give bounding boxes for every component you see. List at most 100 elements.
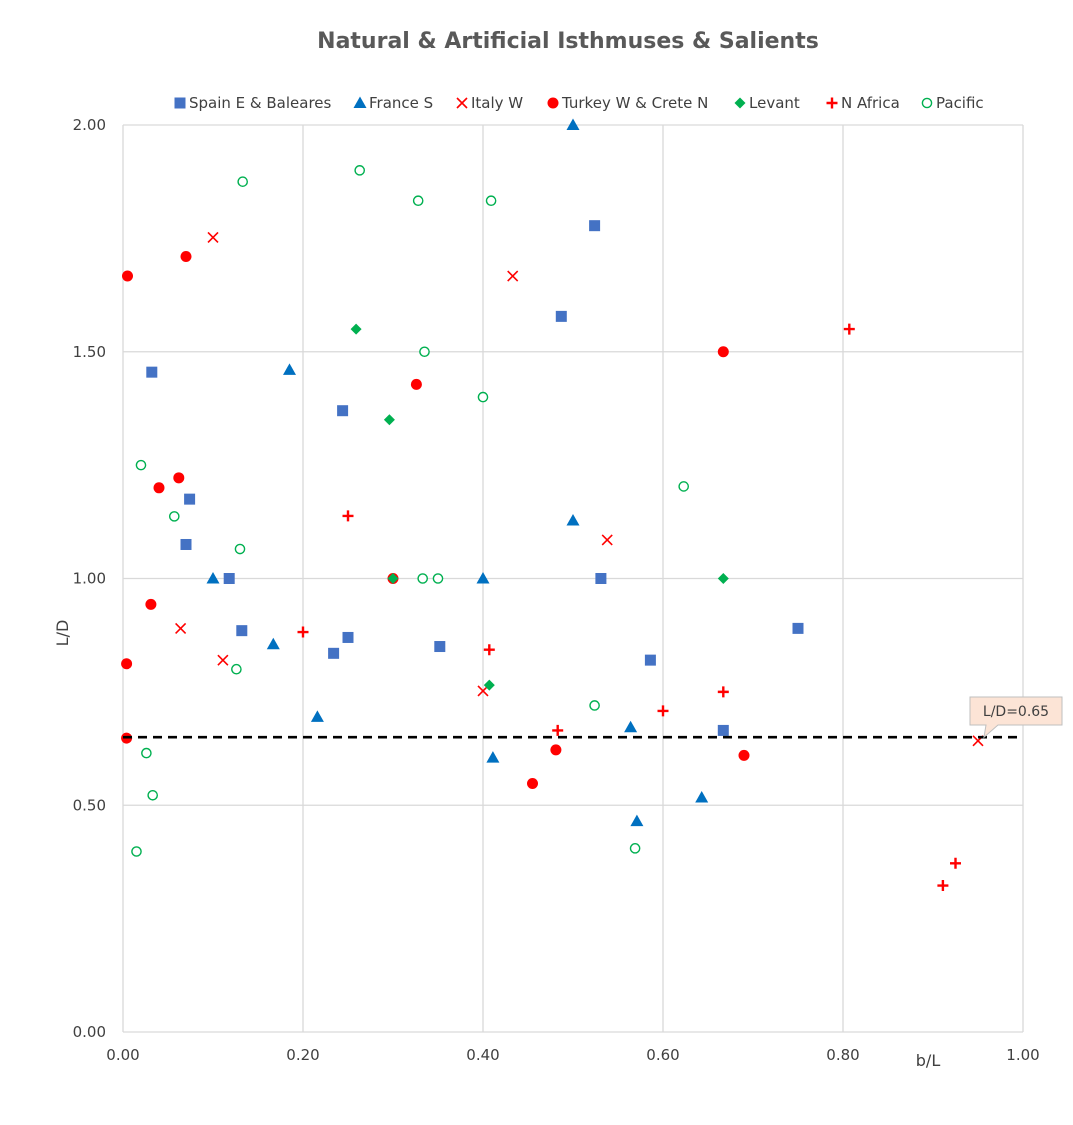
y-tick-label: 1.50 [73, 343, 106, 361]
x-tick-label: 0.40 [466, 1046, 499, 1064]
legend: Spain E & Baleares France S Italy W Turkey … [174, 94, 984, 112]
legend-marker [734, 97, 746, 109]
data-point [950, 857, 961, 869]
data-point [410, 378, 422, 390]
data-point [717, 573, 729, 584]
x-tick-label: 1.00 [1006, 1046, 1039, 1064]
data-point [231, 663, 242, 675]
data-point [223, 573, 235, 584]
data-point [589, 700, 600, 711]
legend-label: Turkey W & Crete N [561, 94, 708, 112]
data-point [589, 220, 601, 232]
data-point [310, 710, 324, 722]
data-point [486, 751, 500, 763]
data-point [717, 686, 729, 698]
tick-labels: 0.00 0.20 0.40 0.60 0.80 1.00 0.00 0.50 1.00 1.50… [73, 116, 1040, 1064]
legend-label: Pacific [936, 94, 984, 112]
data-point [145, 598, 157, 610]
data-point [483, 679, 495, 691]
data-point [146, 366, 158, 378]
data-point [657, 705, 669, 717]
data-point [217, 654, 229, 666]
data-point [507, 270, 519, 282]
data-point [566, 118, 580, 130]
legend-label: France S [369, 94, 433, 112]
legend-label: Levant [749, 94, 800, 112]
y-tick-label: 1.00 [73, 570, 106, 588]
data-point [141, 747, 152, 759]
y-axis-label: L/D [53, 620, 72, 647]
data-point [354, 165, 366, 176]
data-point [843, 323, 855, 335]
data-point [717, 346, 729, 358]
data-point [237, 176, 248, 187]
data-point [236, 625, 248, 637]
data-point [122, 270, 133, 282]
data-point [283, 363, 296, 375]
data-point [555, 310, 567, 322]
x-tick-label: 0.80 [826, 1046, 859, 1064]
callout-label: L/D=0.65 [983, 704, 1049, 720]
data-point [135, 459, 147, 471]
data-point [175, 622, 187, 634]
data-point [147, 789, 158, 801]
data-point [297, 626, 309, 638]
data-point [477, 391, 489, 403]
legend-marker [547, 97, 559, 109]
data-point [485, 195, 497, 207]
legend-marker [826, 97, 838, 109]
annotations: L/D=0.65 [123, 696, 1063, 739]
legend-label: Spain E & Baleares [189, 94, 332, 112]
legend-label: N Africa [841, 94, 900, 112]
data-point [717, 724, 729, 736]
legend-marker [456, 97, 468, 109]
data-point [483, 644, 495, 656]
data-point [595, 573, 607, 584]
data-point [234, 543, 246, 555]
legend-marker [353, 96, 367, 108]
data-point [412, 195, 424, 207]
data-point [184, 493, 196, 505]
data-point [206, 572, 220, 584]
data-point [792, 622, 804, 634]
x-tick-label: 0.00 [106, 1046, 139, 1064]
data-point [350, 323, 362, 335]
data-point [153, 482, 165, 494]
data-point [738, 749, 750, 761]
data-point [387, 573, 399, 584]
data-point [207, 231, 219, 244]
data-point [419, 346, 430, 358]
legend-marker [921, 97, 933, 109]
y-tick-label: 2.00 [73, 116, 106, 134]
data-point [644, 654, 656, 666]
data-point [434, 641, 446, 653]
data-point [552, 724, 564, 736]
data-points [121, 118, 984, 892]
chart-title: Natural & Artificial Isthmuses & Salient… [317, 29, 819, 54]
data-point [476, 572, 490, 584]
legend-marker [174, 97, 186, 109]
data-point [550, 744, 562, 756]
data-point [630, 814, 644, 827]
data-point [417, 573, 429, 584]
data-point [337, 405, 349, 417]
y-tick-label: 0.00 [73, 1023, 106, 1041]
data-point [328, 647, 340, 659]
data-point [180, 538, 192, 550]
legend-label: Italy W [471, 94, 523, 112]
data-point [383, 414, 395, 426]
data-point [937, 880, 949, 892]
data-point [173, 472, 185, 484]
data-point [566, 513, 580, 526]
data-point [695, 791, 709, 803]
data-point [624, 720, 638, 733]
data-point [180, 251, 192, 263]
x-axis-label: b/L [916, 1051, 941, 1070]
data-point [601, 534, 613, 546]
x-tick-label: 0.20 [286, 1046, 319, 1064]
data-point [168, 511, 180, 522]
callout-box [969, 696, 1063, 739]
data-point [527, 777, 538, 789]
